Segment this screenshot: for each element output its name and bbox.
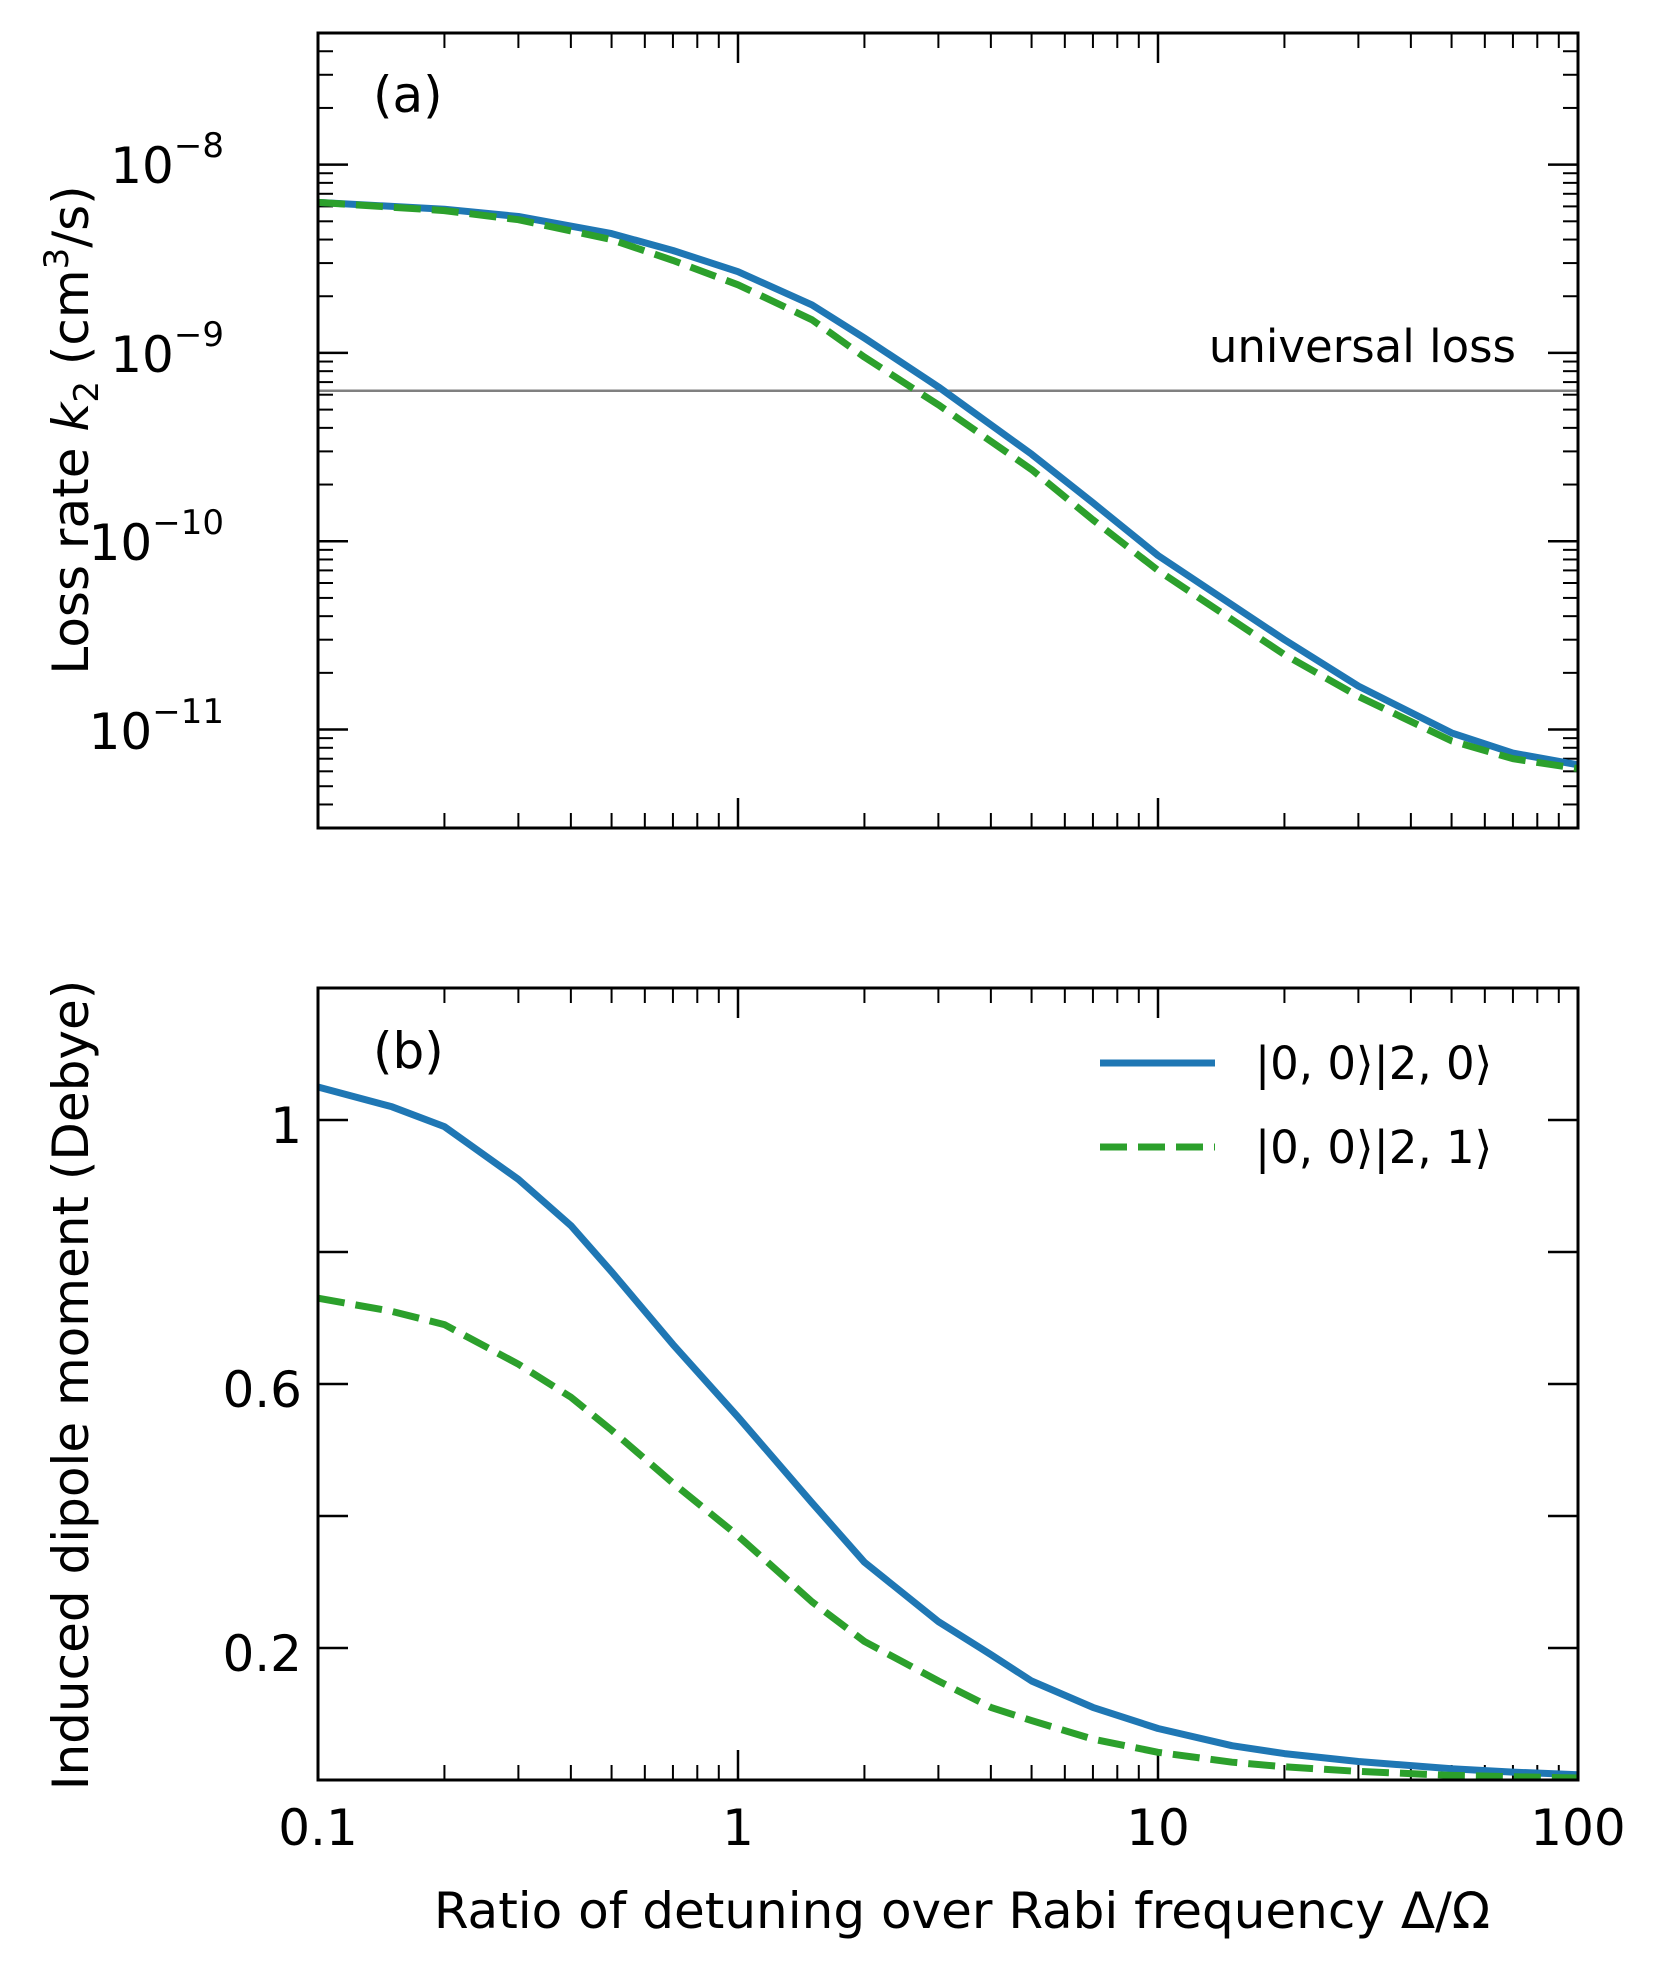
ytick-exp: −9 (174, 315, 224, 355)
panel-b-label: (b) (373, 1022, 444, 1080)
legend: |0, 0⟩|2, 0⟩ |0, 0⟩|2, 1⟩ (1100, 1037, 1492, 1174)
legend-label-00-21: |0, 0⟩|2, 1⟩ (1255, 1121, 1492, 1174)
panel-b-frame (316, 986, 1580, 1782)
ytick-exp: −11 (152, 692, 224, 732)
panel-a-frame (316, 31, 1580, 830)
panel-a-ytick-labels: 10−8 10−9 10−10 10−11 (89, 126, 224, 761)
panel-b-ytick-labels: 1 0.6 0.2 (222, 1097, 302, 1683)
panel-b-xtick-labels: 0.1 1 10 100 (278, 1799, 1625, 1857)
ytick-label-1e-8: 10−8 (110, 126, 224, 195)
ytick-label-1: 1 (270, 1097, 302, 1155)
legend-label-00-20: |0, 0⟩|2, 0⟩ (1255, 1037, 1492, 1090)
ytick-exp: −8 (174, 126, 224, 166)
series-line-00-20 (317, 198, 1579, 769)
panel-a: (a) universal loss 10−8 10−9 10−10 10−11… (37, 31, 1580, 830)
ytick-base: 10 (89, 703, 153, 761)
universal-loss-label: universal loss (1209, 320, 1516, 373)
ytick-label-0-2: 0.2 (222, 1625, 302, 1683)
ytick-base: 10 (89, 514, 153, 572)
x-axis-title: Ratio of detuning over Rabi frequency Δ/… (434, 1882, 1490, 1940)
series-line-00-21 (317, 1294, 1579, 1782)
xtick-label-1: 1 (722, 1799, 754, 1857)
ytick-label-1e-9: 10−9 (110, 315, 224, 384)
ytick-label-0-6: 0.6 (222, 1361, 302, 1419)
ytick-label-1e-11: 10−11 (89, 692, 224, 761)
series-line-00-20 (317, 1083, 1579, 1779)
ytick-base: 10 (110, 326, 174, 384)
ytick-exp: −10 (152, 503, 224, 543)
panel-a-label: (a) (373, 66, 443, 124)
series-line-00-21 (317, 198, 1579, 773)
ytick-label-1e-10: 10−10 (89, 503, 224, 572)
xtick-label-100: 100 (1530, 1799, 1625, 1857)
panel-b-ylabel: Induced dipole moment (Debye) (42, 980, 100, 1791)
panel-a-ylabel: Loss rate k2 (cm3/s) (37, 185, 107, 674)
xtick-label-10: 10 (1126, 1799, 1190, 1857)
panel-b: (b) |0, 0⟩|2, 0⟩ |0, 0⟩|2, 1⟩ 1 0.6 0.2 … (42, 980, 1626, 1940)
xtick-label-0-1: 0.1 (278, 1799, 358, 1857)
ytick-base: 10 (110, 137, 174, 195)
